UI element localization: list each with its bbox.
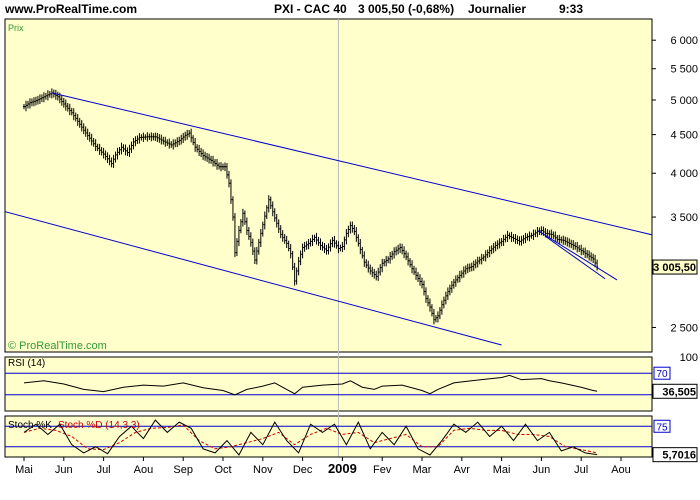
site-name[interactable]: www.ProRealTime.com — [5, 2, 138, 16]
quote-time: 9:33 — [559, 2, 584, 16]
price-tick-label: 4 000 — [670, 168, 698, 180]
period-label: Journalier — [468, 2, 527, 16]
x-month-label: Aou — [611, 464, 631, 476]
x-month-label: Mai — [15, 464, 33, 476]
x-month-label: Jun — [55, 464, 73, 476]
price-panel — [4, 18, 653, 353]
price-tick-label: 4 500 — [670, 130, 698, 142]
x-month-label: Jun — [533, 464, 551, 476]
x-month-label: Mai — [493, 464, 511, 476]
last-price-box — [652, 259, 698, 275]
rsi-panel — [4, 356, 653, 412]
rsi-plot — [5, 372, 652, 396]
x-month-label: Aou — [134, 464, 154, 476]
stoch-level-box — [653, 419, 671, 433]
x-month-label: Sep — [173, 464, 193, 476]
rsi-last-label: 36,505 — [662, 386, 696, 398]
channel-line — [51, 92, 652, 236]
x-month-label: Nov — [253, 464, 273, 476]
x-month-label: Oct — [214, 464, 231, 476]
price-tick-label: 2 500 — [670, 322, 698, 334]
stoch-k-line — [23, 419, 598, 456]
channel-line — [5, 211, 502, 346]
x-month-label: Jul — [97, 464, 111, 476]
channel-line — [545, 235, 606, 280]
rsi-level-label: 70 — [656, 369, 668, 380]
rsi-last-box — [652, 383, 698, 399]
x-month-label: Dec — [293, 464, 313, 476]
price-tick-label: 3 500 — [670, 212, 698, 224]
price-tick-label: 5 000 — [670, 95, 698, 107]
rsi-level-box — [653, 366, 671, 380]
stoch-level-label: 75 — [656, 422, 668, 433]
x-month-label: Jul — [574, 464, 588, 476]
price-legend: Prix — [8, 23, 24, 33]
x-month-label: Mar — [413, 464, 432, 476]
price-tick-label: 6 000 — [670, 35, 698, 47]
rsi-axis-label: 100 — [680, 352, 698, 364]
chart-header: www.ProRealTime.com PXI - CAC 40 3 005,5… — [0, 0, 700, 18]
price-plot — [5, 88, 652, 346]
price-tick-label: 5 500 — [670, 64, 698, 76]
stoch-last-box — [652, 447, 698, 463]
channel-line — [537, 230, 618, 281]
rsi-line — [23, 374, 598, 396]
stoch-plot — [5, 419, 652, 456]
watermark: © ProRealTime.com — [8, 340, 107, 352]
x-year-label: 2009 — [328, 461, 357, 476]
last-quote: 3 005,50 (-0,68%) — [358, 2, 455, 16]
rsi-legend: RSI (14) — [8, 358, 45, 369]
stoch-legend-d: Stoch %D (14,3,3) — [58, 420, 140, 431]
instrument-name: PXI - CAC 40 — [274, 2, 347, 16]
last-price-label: 3 005,50 — [653, 262, 696, 274]
x-month-label: Fev — [373, 464, 392, 476]
x-month-label: Avr — [454, 464, 471, 476]
stoch-d-line — [23, 424, 598, 454]
stoch-last-label: 5,7016 — [662, 450, 696, 462]
stoch-legend-k: Stoch %K — [8, 420, 52, 431]
